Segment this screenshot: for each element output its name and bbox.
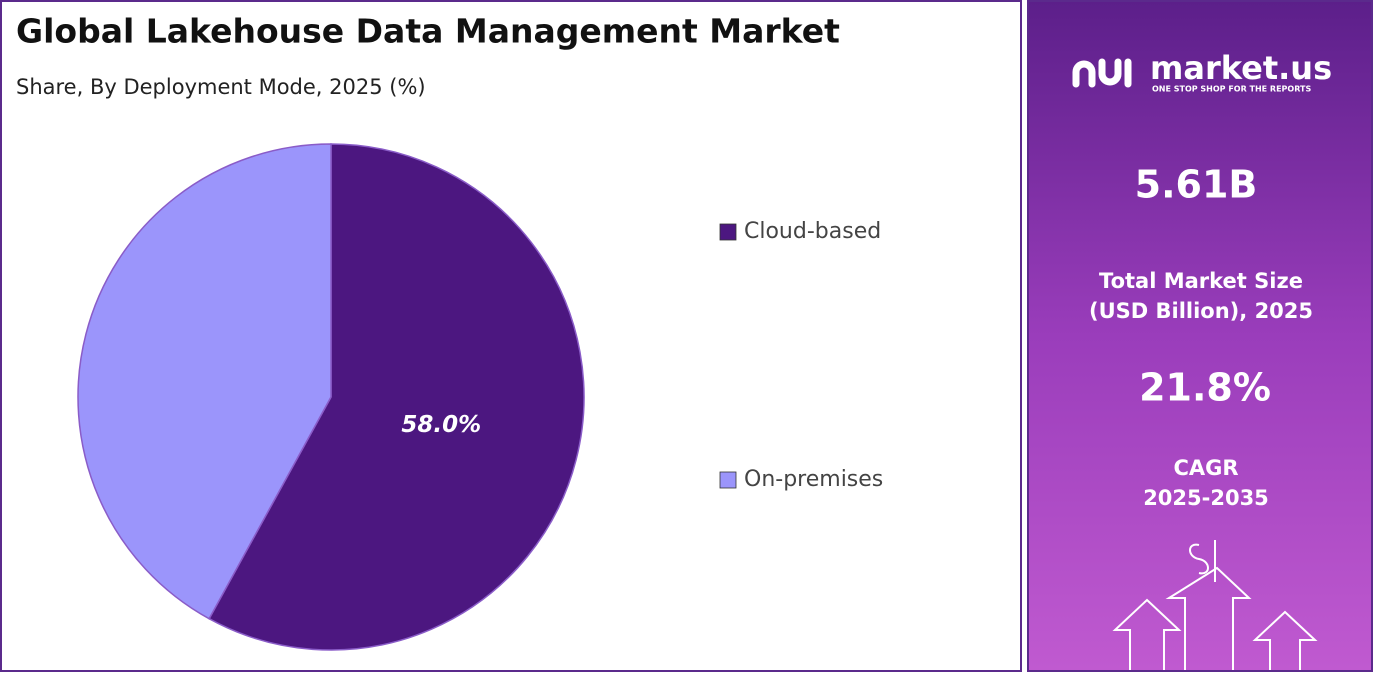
logo-tagline: ONE STOP SHOP FOR THE REPORTS: [1152, 85, 1311, 94]
chart-title: Global Lakehouse Data Management Market: [16, 12, 840, 51]
data-label: 58.0%: [401, 412, 481, 438]
logo-text: market.us: [1150, 49, 1332, 87]
legend-swatch: [719, 471, 737, 489]
market-size-label: (USD Billion), 2025: [1089, 299, 1313, 323]
info-panel: [1027, 0, 1373, 672]
pie-slice: [208, 143, 585, 651]
legend-swatch: [719, 223, 737, 241]
cagr-label: 2025-2035: [1143, 486, 1269, 510]
market-size: 5.61B: [1135, 163, 1258, 207]
legend-label: On-premises: [744, 467, 883, 492]
pie-slice: [77, 143, 332, 620]
cagr: 21.8%: [1139, 366, 1271, 410]
cagr-label: CAGR: [1173, 456, 1238, 480]
legend-label: Cloud-based: [744, 219, 881, 244]
chart-subtitle: Share, By Deployment Mode, 2025 (%): [16, 75, 426, 99]
growth-arrows: [1112, 540, 1318, 670]
market-size-label: Total Market Size: [1099, 269, 1303, 293]
pie: 58.0%: [77, 143, 585, 651]
legend: Cloud-based On-premises: [719, 219, 883, 492]
logo-icon: [1072, 58, 1132, 88]
